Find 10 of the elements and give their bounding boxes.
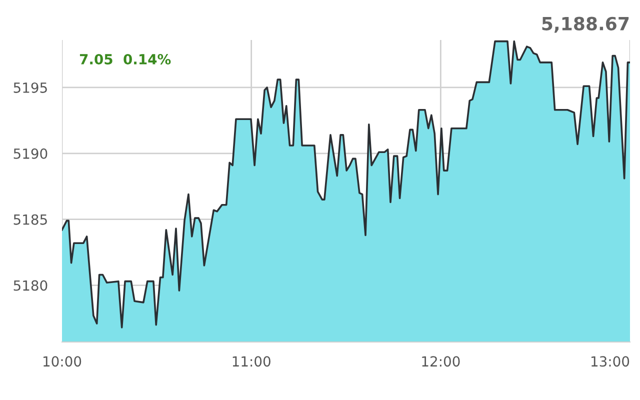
y-tick-label: 5195 [14,82,47,93]
x-tick-label: 12:00 [422,356,460,367]
y-tick-label: 5185 [14,214,47,225]
x-tick-label: 13:00 [592,356,630,367]
x-tick-label: 11:00 [232,356,270,367]
x-tick-label: 10:00 [44,356,82,367]
text: 5,188.67 [542,16,629,33]
annotation: 7.05 0.14% [80,54,171,64]
y-tick-label: 5190 [14,148,48,159]
y-tick-label: 5180 [14,280,48,291]
